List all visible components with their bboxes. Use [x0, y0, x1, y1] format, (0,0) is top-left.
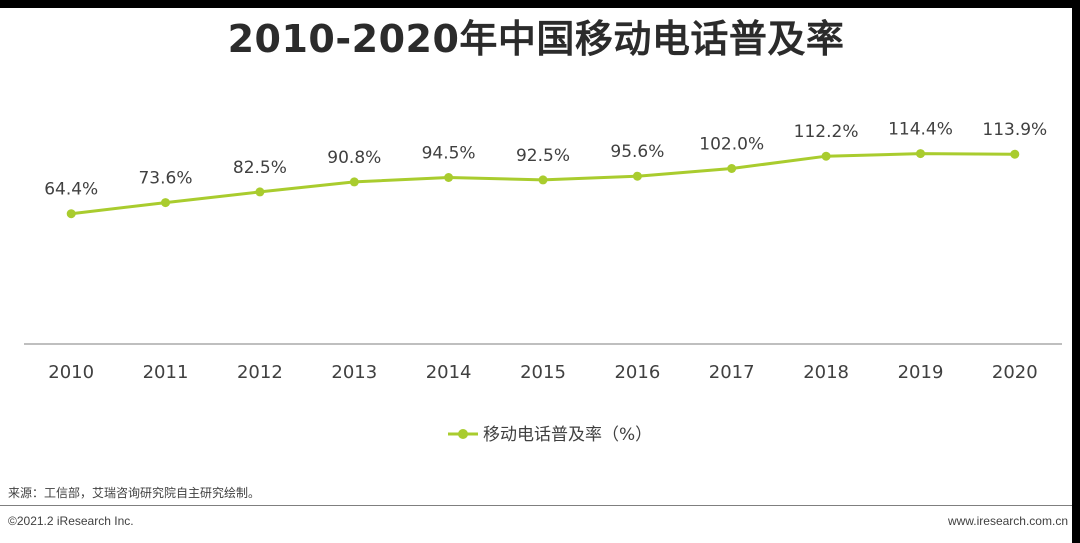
- data-label: 82.5%: [233, 158, 287, 178]
- data-label: 95.6%: [610, 142, 664, 162]
- x-tick-label: 2019: [898, 362, 944, 383]
- source-note: 来源：工信部，艾瑞咨询研究院自主研究绘制。: [8, 486, 261, 500]
- data-label: 92.5%: [516, 146, 570, 166]
- data-point: [161, 198, 170, 208]
- chart-title: 2010-2020年中国移动电话普及率: [227, 17, 845, 61]
- data-point: [632, 171, 642, 181]
- x-tick-label: 2013: [331, 362, 377, 383]
- legend-marker: [458, 429, 468, 439]
- website-link[interactable]: www.iresearch.com.cn: [947, 514, 1068, 528]
- legend: 移动电话普及率（%）: [448, 425, 652, 445]
- legend-label: 移动电话普及率（%）: [483, 425, 652, 445]
- data-point: [727, 164, 737, 173]
- data-point: [255, 187, 265, 197]
- x-tick-label: 2020: [992, 362, 1038, 383]
- data-point: [444, 173, 454, 182]
- x-tick-label: 2014: [426, 362, 472, 383]
- data-label: 64.4%: [44, 180, 98, 200]
- data-label: 114.4%: [888, 120, 953, 140]
- data-labels: 64.4% 73.6% 82.5% 90.8% 94.5% 92.5% 95.6% 102.0…: [44, 120, 1047, 200]
- x-tick-label: 2012: [237, 362, 283, 383]
- footer-divider: [0, 505, 1072, 506]
- data-point: [66, 209, 76, 219]
- x-tick-label: 2010: [48, 362, 94, 383]
- data-label: 102.0%: [699, 135, 764, 155]
- chart-card: [0, 8, 1072, 543]
- data-label: 73.6%: [138, 169, 192, 189]
- x-tick-label: 2016: [614, 362, 660, 383]
- x-tick-label: 2018: [803, 362, 849, 383]
- data-point: [821, 151, 831, 161]
- data-point: [349, 177, 359, 187]
- x-tick-label: 2015: [520, 362, 566, 383]
- data-point: [538, 175, 548, 185]
- data-label: 113.9%: [982, 120, 1047, 140]
- x-tick-labels: 2010 2011 2012 2013 2014 2015 2016 2017 2018 2019…: [48, 362, 1037, 383]
- data-point: [1010, 149, 1020, 159]
- x-tick-label: 2011: [143, 362, 189, 383]
- data-label: 112.2%: [794, 122, 859, 142]
- data-label: 94.5%: [422, 144, 476, 164]
- data-label: 90.8%: [327, 148, 381, 168]
- copyright-text: ©2021.2 iResearch Inc.: [8, 514, 134, 528]
- data-points: [66, 149, 1020, 219]
- data-point: [916, 149, 925, 159]
- x-tick-label: 2017: [709, 362, 755, 383]
